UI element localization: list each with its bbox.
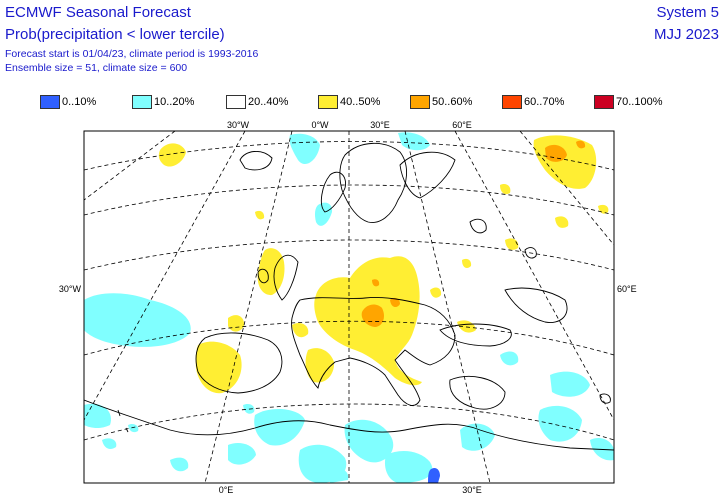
forecast-subtitle: Prob(precipitation < lower tercile)	[5, 26, 225, 43]
legend-label: 20..40%	[248, 96, 289, 108]
coastlines	[84, 142, 614, 451]
legend-swatch	[502, 95, 522, 109]
map-area: 30°W 0°W 30°E 60°E 30°W 60°E 0°E 30°E	[0, 120, 725, 497]
legend-item: 0..10%	[40, 94, 96, 110]
legend-label: 70..100%	[616, 96, 663, 108]
legend-swatch	[318, 95, 338, 109]
legend-swatch	[410, 95, 430, 109]
legend-label: 0..10%	[62, 96, 97, 108]
lon-label-top: 60°E	[452, 120, 472, 130]
legend-item: 40..50%	[318, 94, 380, 110]
legend-swatch	[226, 95, 246, 109]
very-low-probability-region	[428, 468, 440, 483]
legend-label: 10..20%	[154, 96, 195, 108]
legend-item: 20..40%	[226, 94, 288, 110]
probability-map: 30°W 0°W 30°E 60°E 30°W 60°E 0°E 30°E	[59, 120, 637, 495]
low-probability-regions	[84, 132, 614, 483]
lon-label-top: 30°E	[370, 120, 390, 130]
lon-label-bottom: 0°E	[219, 485, 234, 495]
legend-label: 50..60%	[432, 96, 473, 108]
period-label: MJJ 2023	[653, 26, 719, 43]
high-probability-regions	[361, 140, 586, 327]
legend-item: 10..20%	[132, 94, 194, 110]
legend-item: 50..60%	[410, 94, 472, 110]
legend-label: 60..70%	[524, 96, 565, 108]
lon-label-bottom: 30°E	[462, 485, 482, 495]
legend-label: 40..50%	[340, 96, 381, 108]
lat-label-right: 60°E	[617, 284, 637, 294]
legend: 0..10% 10..20% 20..40% 40..50% 50..60% 6…	[0, 94, 725, 112]
ensemble-info: Ensemble size = 51, climate size = 600	[5, 62, 188, 74]
lon-label-top: 30°W	[227, 120, 250, 130]
legend-item: 70..100%	[594, 94, 662, 110]
lat-label-left: 30°W	[59, 284, 82, 294]
forecast-start-info: Forecast start is 01/04/23, climate peri…	[5, 48, 259, 60]
legend-item: 60..70%	[502, 94, 564, 110]
map-frame	[83, 130, 615, 484]
mid-probability-regions	[158, 135, 609, 394]
legend-swatch	[594, 95, 614, 109]
legend-swatch	[132, 95, 152, 109]
lon-label-top: 0°W	[311, 120, 329, 130]
graticule	[84, 131, 614, 483]
system-label: System 5	[656, 4, 719, 21]
legend-swatch	[40, 95, 60, 109]
forecast-title: ECMWF Seasonal Forecast	[5, 4, 191, 21]
